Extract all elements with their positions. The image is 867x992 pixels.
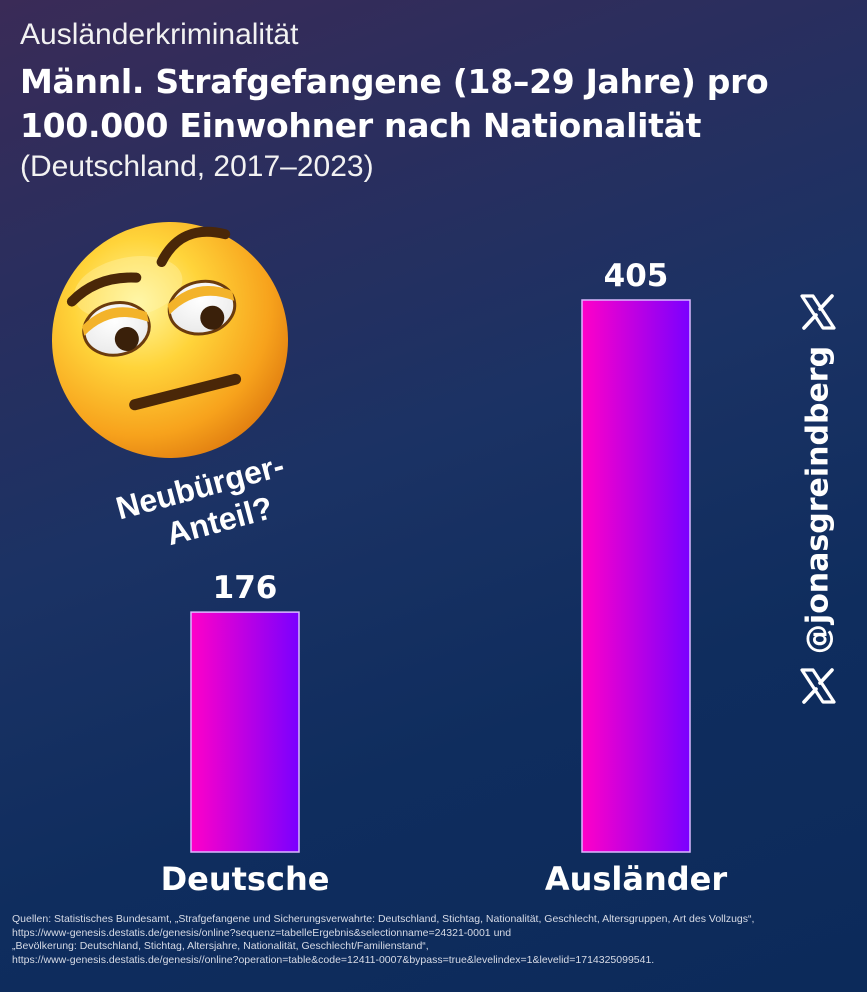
category-label: Ausländer (545, 860, 728, 898)
source-line: https://www-genesis.destatis.de/genesis/… (12, 953, 655, 966)
x-logo-icon (800, 668, 836, 704)
source-line: „Bevölkerung: Deutschland, Stichtag, Alt… (12, 940, 429, 952)
source-line: https://www-genesis.destatis.de/genesis/… (12, 926, 512, 939)
category-label: Deutsche (161, 860, 330, 898)
bar-value-label: 405 (604, 258, 669, 294)
annotation-group: Neubürger- Anteil? (112, 447, 288, 552)
bar-deutsche (190, 611, 300, 853)
raised-eyebrow-emoji-icon (52, 222, 288, 458)
bar-ausländer (581, 299, 691, 853)
source-line: Quellen: Statistisches Bundesamt, „Straf… (12, 913, 755, 925)
social-handle: @jonasgreindberg (800, 345, 836, 655)
bar-value-label: 176 (213, 570, 278, 606)
chart-kicker: Ausländerkriminalität (20, 18, 299, 51)
sources-footer: Quellen: Statistisches Bundesamt, „Straf… (12, 913, 860, 967)
x-logo-icon (800, 294, 836, 330)
chart-title: Männl. Strafgefangene (18–29 Jahre) pro … (20, 62, 769, 145)
social-handle-wrap: @jonasgreindberg (770, 290, 866, 710)
chart-subtitle: (Deutschland, 2017–2023) (20, 150, 374, 183)
bars-layer: 176 Deutsche 405 Ausländer (161, 258, 728, 898)
